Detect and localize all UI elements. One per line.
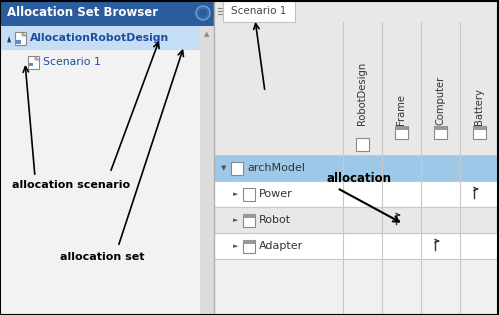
Text: ►: ► [233, 217, 239, 223]
Bar [215, 233, 499, 259]
Text: archModel: archModel [247, 163, 305, 173]
Text: ▼: ▼ [221, 165, 227, 171]
Text: ◄: ◄ [5, 35, 14, 41]
Bar [15, 32, 26, 45]
Bar [243, 187, 255, 201]
Text: Adapter: Adapter [259, 241, 303, 251]
Text: Computer: Computer [436, 76, 446, 125]
Bar [473, 126, 486, 139]
Bar [473, 126, 486, 130]
Text: allocation scenario: allocation scenario [12, 180, 130, 190]
Polygon shape [35, 56, 39, 60]
Text: Frame: Frame [397, 94, 407, 125]
Bar [16, 40, 21, 44]
Text: Scenario 1: Scenario 1 [232, 6, 287, 16]
Text: RobotDesign: RobotDesign [357, 62, 367, 125]
Bar [215, 0, 499, 22]
Bar [395, 126, 408, 139]
Text: ►: ► [233, 243, 239, 249]
Text: Robot: Robot [259, 215, 291, 225]
Bar [215, 181, 499, 207]
Bar [29, 63, 33, 66]
Bar [231, 162, 243, 175]
Bar [215, 0, 499, 315]
Bar [243, 214, 255, 226]
Bar [0, 0, 214, 26]
Bar [215, 207, 499, 233]
Text: Scenario 1: Scenario 1 [43, 57, 101, 67]
Bar [215, 22, 499, 155]
Bar [434, 126, 447, 139]
Bar [215, 155, 499, 181]
Bar [223, 0, 295, 22]
Text: Battery: Battery [475, 88, 485, 125]
Bar [28, 56, 39, 69]
Bar [243, 214, 255, 217]
Bar [0, 0, 214, 315]
Bar [200, 26, 214, 315]
Text: ►: ► [233, 191, 239, 197]
Text: allocation set: allocation set [60, 252, 145, 262]
Polygon shape [22, 32, 26, 36]
Text: AllocationRobotDesign: AllocationRobotDesign [30, 33, 169, 43]
Circle shape [199, 9, 207, 17]
Text: ▲: ▲ [204, 31, 210, 37]
Text: Power: Power [259, 189, 293, 199]
Bar [0, 50, 200, 74]
Text: allocation: allocation [327, 171, 392, 185]
Bar [356, 138, 369, 151]
Bar [243, 239, 255, 253]
Bar [0, 26, 200, 50]
Circle shape [196, 6, 210, 20]
Bar [434, 126, 447, 130]
Bar [395, 126, 408, 130]
Text: Allocation Set Browser: Allocation Set Browser [7, 7, 158, 20]
Bar [243, 239, 255, 243]
